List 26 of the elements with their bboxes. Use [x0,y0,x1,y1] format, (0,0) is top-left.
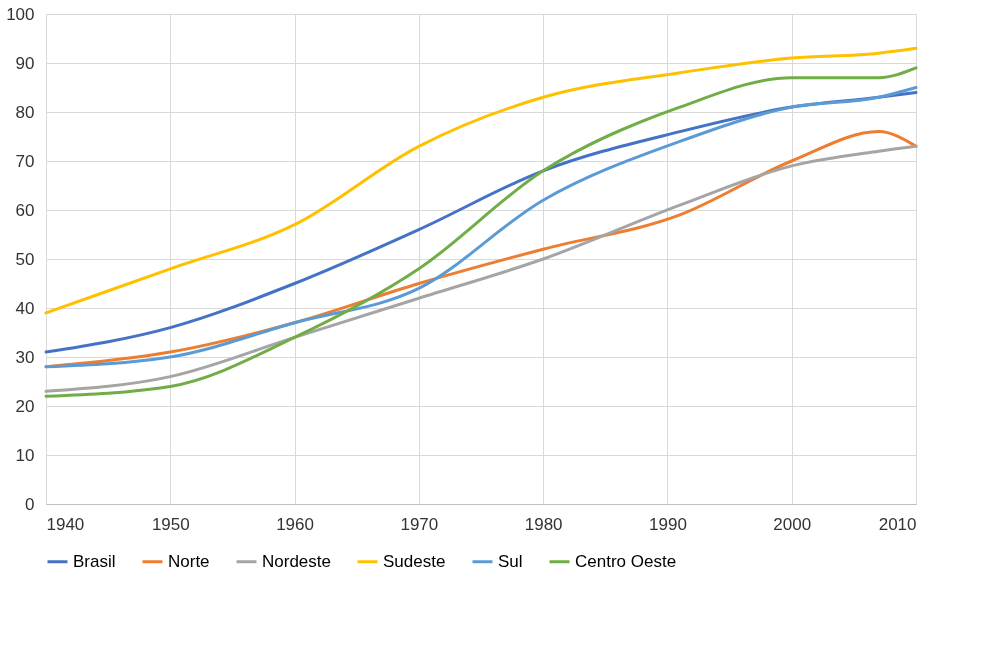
x-tick-label: 2000 [773,514,812,534]
y-tick-label: 20 [15,396,35,416]
x-tick-label: 1940 [46,514,85,534]
y-tick-label: 50 [15,249,35,269]
y-tick-label: 70 [15,151,35,171]
legend-label: Nordeste [262,551,331,571]
y-tick-label: 60 [15,200,35,220]
legend-label: Sudeste [383,551,446,571]
y-tick-label: 80 [15,102,35,122]
legend-label: Norte [168,551,210,571]
x-tick-label: 1950 [151,514,190,534]
legend-label: Sul [498,551,523,571]
legend-label: Centro Oeste [575,551,677,571]
y-tick-label: 10 [15,445,35,465]
line-series [44,46,918,315]
y-tick-label: 30 [15,347,35,367]
y-tick-label: 100 [6,4,35,24]
x-tick-label: 1990 [649,514,687,534]
x-tick-label: 1960 [276,514,314,534]
legend-label: Brasil [73,551,116,571]
x-tick-label: 2010 [878,514,917,534]
x-tick-label: 1970 [400,514,439,534]
y-tick-label: 90 [15,53,35,73]
x-tick-label: 1980 [524,514,563,534]
y-tick-label: 40 [15,298,35,318]
y-tick-label: 0 [25,494,35,514]
